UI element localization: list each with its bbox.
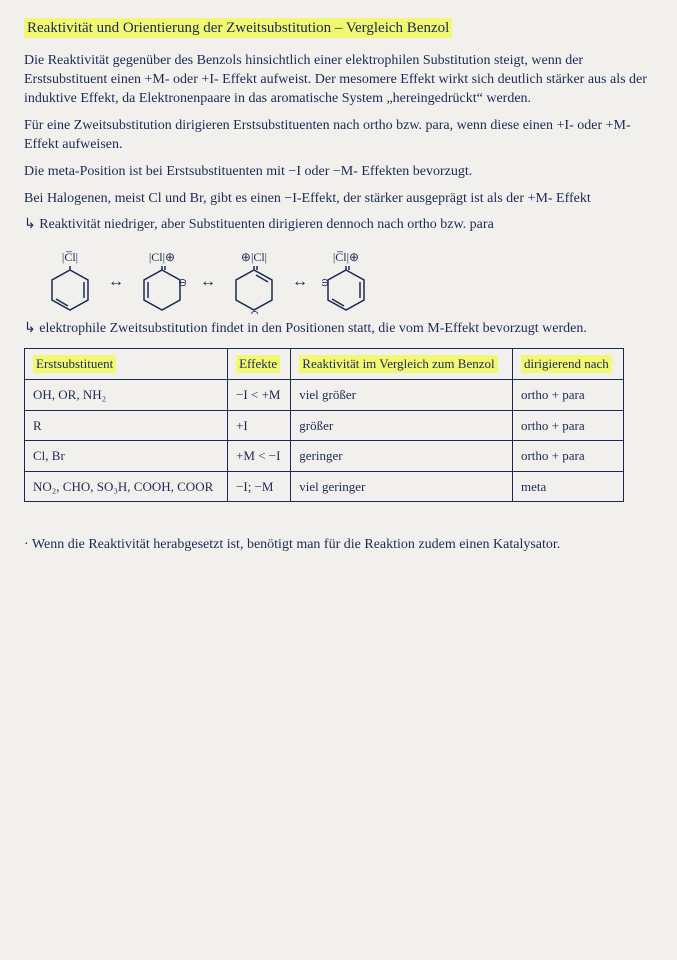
reso-label-4: |C̅l|⊕	[322, 249, 370, 265]
benzene-icon: ⊖	[230, 266, 278, 314]
reso-label-2: |Cl|⊕	[138, 249, 186, 265]
cell: viel geringer	[291, 471, 513, 502]
cell: −I; −M	[228, 471, 291, 502]
cell: ortho + para	[512, 380, 623, 411]
paragraph-5: Reaktivität niedriger, aber Substituente…	[24, 216, 653, 235]
reso-label-3: ⊕|Cl|	[230, 249, 278, 265]
reso-arrow-2: ↔	[200, 271, 216, 293]
th-0: Erstsubstituent	[25, 349, 228, 380]
paragraph-3: Die meta-Position ist bei Erstsubstituen…	[24, 163, 653, 182]
table-header-row: Erstsubstituent Effekte Reaktivität im V…	[25, 349, 624, 380]
cell: OH, OR, NH₂	[25, 380, 228, 411]
cell: R	[25, 410, 228, 441]
cell: größer	[291, 410, 513, 441]
cell: NO₂, CHO, SO₃H, COOH, COOR	[25, 471, 228, 502]
paragraph-1: Die Reaktivität gegenüber des Benzols hi…	[24, 52, 653, 109]
benzene-icon	[46, 266, 94, 314]
paragraph-6: elektrophile Zweitsubstitution findet in…	[24, 320, 653, 339]
reso-arrow-3: ↔	[292, 271, 308, 293]
svg-text:⊖: ⊖	[322, 277, 329, 289]
table-row: OH, OR, NH₂ −I < +M viel größer ortho + …	[25, 380, 624, 411]
table-row: Cl, Br +M < −I geringer ortho + para	[25, 441, 624, 472]
cell: ortho + para	[512, 441, 623, 472]
resonance-row: |C̅l| ↔ |Cl|⊕ ⊖ ↔ ⊕|Cl| ⊖ ↔ |	[46, 249, 653, 313]
cell: −I < +M	[228, 380, 291, 411]
resonance-struct-4: |C̅l|⊕ ⊖	[322, 249, 370, 313]
table-row: NO₂, CHO, SO₃H, COOH, COOR −I; −M viel g…	[25, 471, 624, 502]
cell: meta	[512, 471, 623, 502]
benzene-icon: ⊖	[138, 266, 186, 314]
paragraph-2: Für eine Zweitsubstitution dirigieren Er…	[24, 117, 653, 155]
resonance-struct-1: |C̅l|	[46, 249, 94, 313]
table-row: R +I größer ortho + para	[25, 410, 624, 441]
cell: viel größer	[291, 380, 513, 411]
title-text: Reaktivität und Orientierung der Zweitsu…	[24, 18, 452, 38]
resonance-struct-3: ⊕|Cl| ⊖	[230, 249, 278, 313]
footnote: Wenn die Reaktivität herabgesetzt ist, b…	[24, 536, 653, 555]
th-2: Reaktivität im Vergleich zum Benzol	[291, 349, 513, 380]
cell: +M < −I	[228, 441, 291, 472]
resonance-struct-2: |Cl|⊕ ⊖	[138, 249, 186, 313]
th-3: dirigierend nach	[512, 349, 623, 380]
effects-table: Erstsubstituent Effekte Reaktivität im V…	[24, 348, 624, 502]
th-1: Effekte	[228, 349, 291, 380]
cell: Cl, Br	[25, 441, 228, 472]
cell: geringer	[291, 441, 513, 472]
benzene-icon: ⊖	[322, 266, 370, 314]
cell: ortho + para	[512, 410, 623, 441]
cell: +I	[228, 410, 291, 441]
page-title: Reaktivität und Orientierung der Zweitsu…	[24, 18, 653, 38]
reso-label-1: |C̅l|	[46, 249, 94, 265]
paragraph-4: Bei Halogenen, meist Cl und Br, gibt es …	[24, 190, 653, 209]
reso-arrow-1: ↔	[108, 271, 124, 293]
svg-text:⊖: ⊖	[250, 309, 259, 314]
svg-text:⊖: ⊖	[178, 277, 186, 289]
